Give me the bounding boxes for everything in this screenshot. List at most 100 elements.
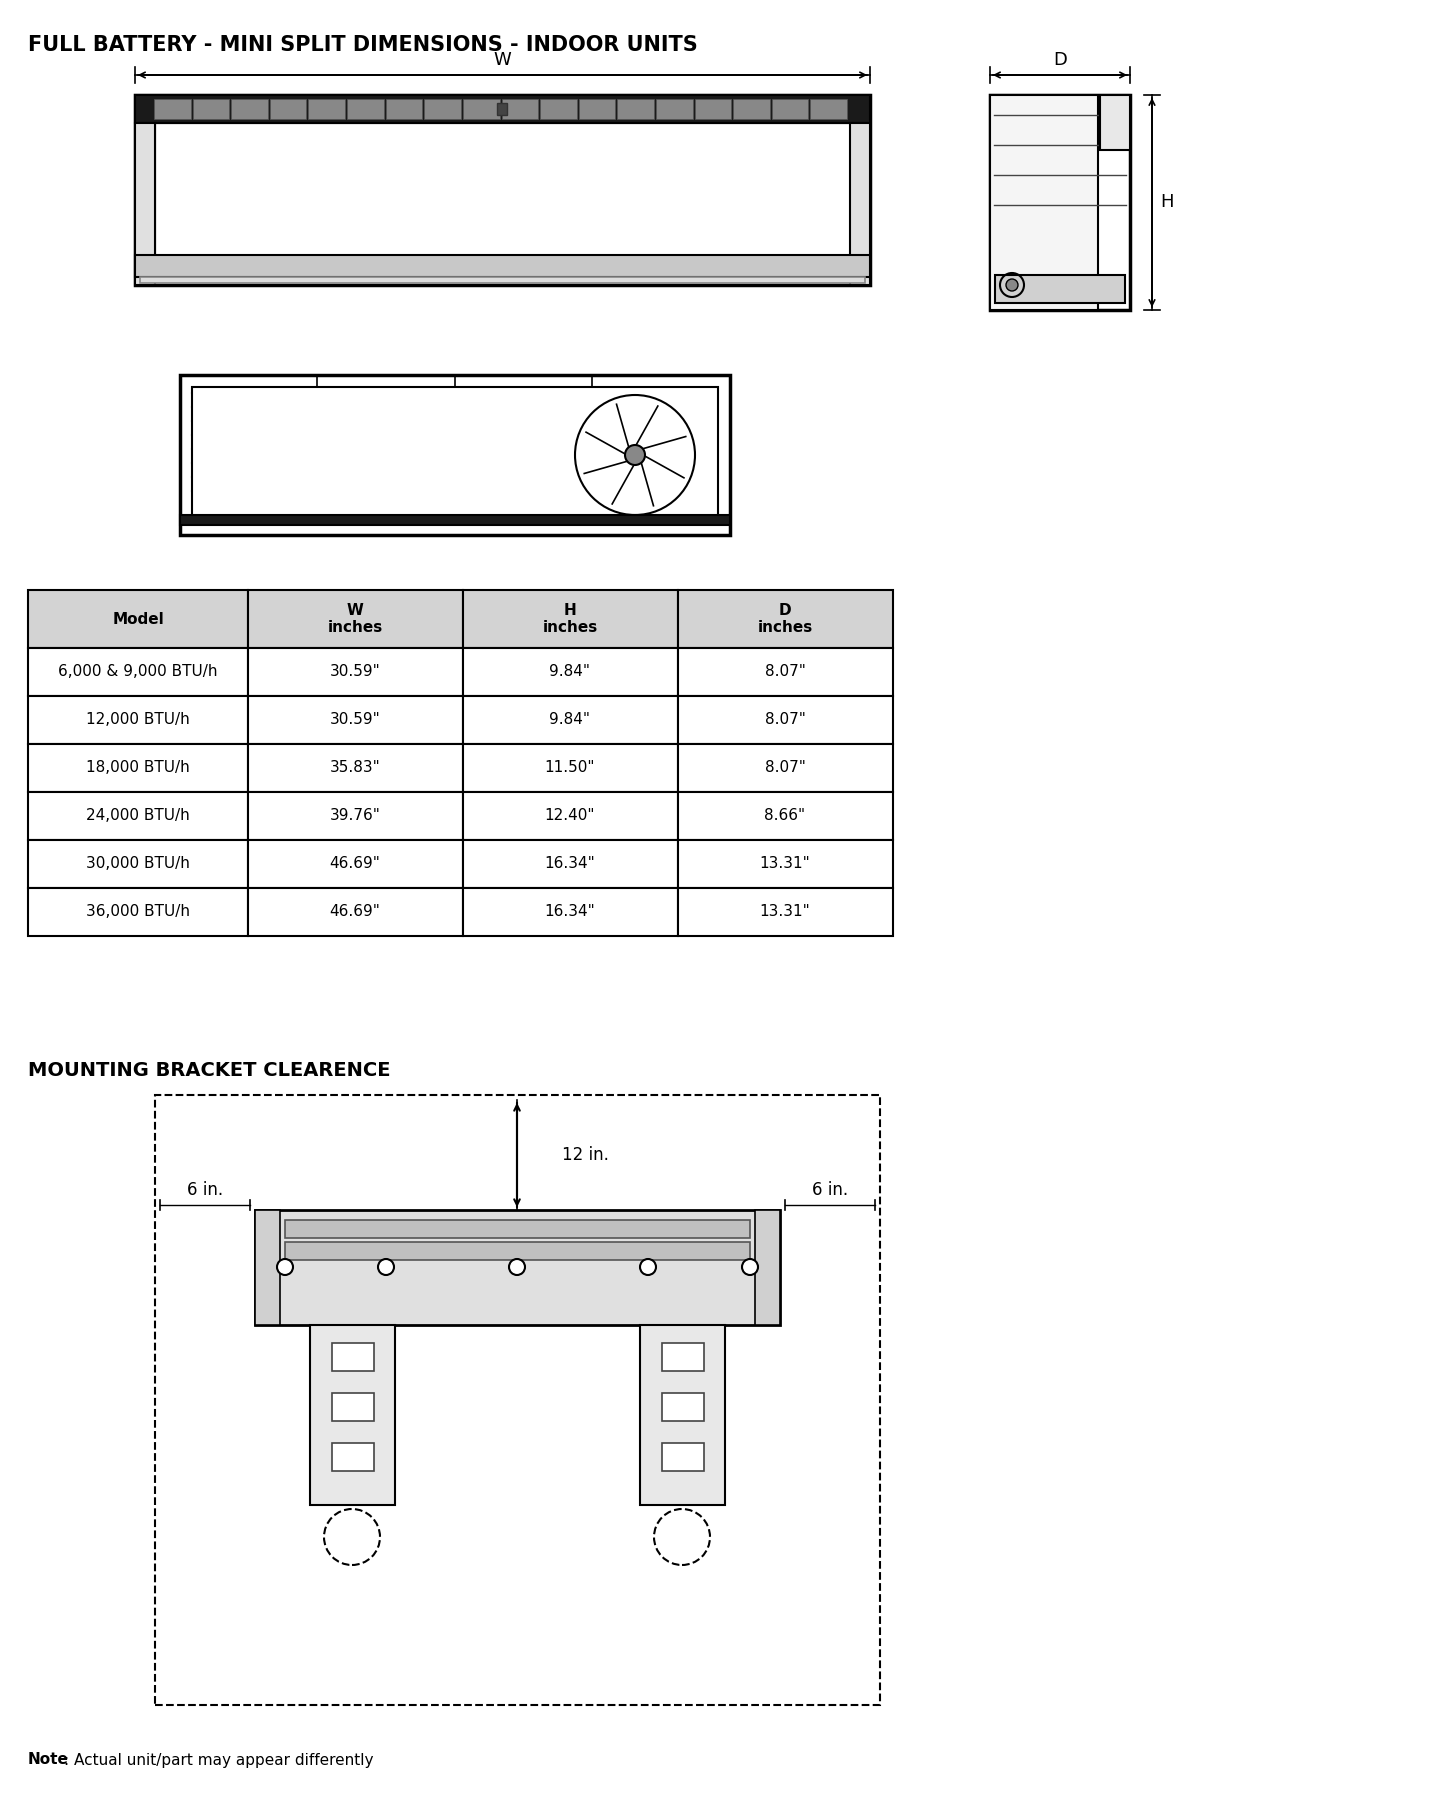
Bar xyxy=(254,1209,280,1325)
Bar xyxy=(497,103,507,114)
Circle shape xyxy=(640,1258,656,1275)
Bar xyxy=(996,276,1126,303)
Text: 16.34": 16.34" xyxy=(545,856,595,872)
Bar xyxy=(425,100,461,120)
Text: Note: Note xyxy=(27,1753,69,1768)
Bar xyxy=(462,888,678,936)
Bar xyxy=(501,100,538,120)
Text: 46.69": 46.69" xyxy=(329,856,380,872)
Bar xyxy=(181,515,730,526)
Bar xyxy=(386,100,422,120)
Text: H
inches: H inches xyxy=(542,602,598,635)
Bar xyxy=(990,94,1130,310)
Text: 8.66": 8.66" xyxy=(764,809,805,823)
Bar xyxy=(462,743,678,792)
Bar xyxy=(249,589,462,647)
Bar xyxy=(640,1325,725,1505)
Bar xyxy=(332,1443,374,1470)
Bar xyxy=(231,100,267,120)
Bar xyxy=(27,647,249,696)
Bar xyxy=(27,888,249,936)
Bar xyxy=(347,100,384,120)
Circle shape xyxy=(379,1258,394,1275)
Bar xyxy=(678,647,893,696)
Bar xyxy=(678,696,893,743)
Text: 6,000 & 9,000 BTU/h: 6,000 & 9,000 BTU/h xyxy=(58,665,218,680)
Text: 30.59": 30.59" xyxy=(329,713,380,727)
Text: 6 in.: 6 in. xyxy=(812,1180,848,1198)
Bar xyxy=(140,277,866,283)
Bar xyxy=(811,100,847,120)
Bar xyxy=(678,589,893,647)
Bar xyxy=(27,696,249,743)
Text: MOUNTING BRACKET CLEARENCE: MOUNTING BRACKET CLEARENCE xyxy=(27,1061,390,1079)
Bar xyxy=(332,1392,374,1421)
Bar xyxy=(733,100,770,120)
Bar xyxy=(192,386,718,522)
Bar xyxy=(254,1209,780,1325)
Bar xyxy=(1100,94,1130,150)
Bar xyxy=(249,696,462,743)
Bar xyxy=(332,1343,374,1371)
Bar xyxy=(155,1095,880,1704)
Text: 8.07": 8.07" xyxy=(764,713,805,727)
Bar xyxy=(462,839,678,888)
Bar xyxy=(308,100,345,120)
Bar xyxy=(134,94,870,285)
Bar xyxy=(285,1220,750,1238)
Bar xyxy=(27,792,249,839)
Text: 39.76": 39.76" xyxy=(329,809,380,823)
Text: 46.69": 46.69" xyxy=(329,905,380,919)
Bar xyxy=(192,100,230,120)
Bar xyxy=(678,792,893,839)
Circle shape xyxy=(626,444,644,464)
Bar xyxy=(462,647,678,696)
Bar xyxy=(249,792,462,839)
Bar xyxy=(27,589,249,647)
Bar xyxy=(578,100,616,120)
Bar xyxy=(555,386,717,522)
Text: 12.40": 12.40" xyxy=(545,809,595,823)
Text: H: H xyxy=(1160,192,1173,210)
Text: 8.07": 8.07" xyxy=(764,665,805,680)
Bar xyxy=(27,839,249,888)
Text: 8.07": 8.07" xyxy=(764,760,805,776)
Text: 11.50": 11.50" xyxy=(545,760,595,776)
Circle shape xyxy=(277,1258,293,1275)
Bar xyxy=(662,1443,704,1470)
Bar xyxy=(27,743,249,792)
Bar xyxy=(662,1392,704,1421)
Text: 30,000 BTU/h: 30,000 BTU/h xyxy=(87,856,189,872)
Text: 30.59": 30.59" xyxy=(329,665,380,680)
Text: 36,000 BTU/h: 36,000 BTU/h xyxy=(87,905,189,919)
Text: 6 in.: 6 in. xyxy=(186,1180,223,1198)
Bar xyxy=(134,123,155,285)
Text: 35.83": 35.83" xyxy=(329,760,380,776)
Text: : Actual unit/part may appear differently: : Actual unit/part may appear differentl… xyxy=(64,1753,373,1768)
Text: W: W xyxy=(493,51,512,69)
Text: 9.84": 9.84" xyxy=(549,665,591,680)
Text: 12,000 BTU/h: 12,000 BTU/h xyxy=(87,713,189,727)
Text: 13.31": 13.31" xyxy=(760,905,811,919)
Bar xyxy=(656,100,692,120)
Text: 9.84": 9.84" xyxy=(549,713,591,727)
Bar xyxy=(462,696,678,743)
Bar xyxy=(772,100,808,120)
Bar xyxy=(155,123,850,256)
Bar xyxy=(285,1242,750,1260)
Text: W
inches: W inches xyxy=(328,602,383,635)
Bar xyxy=(678,888,893,936)
Bar xyxy=(155,100,191,120)
Bar xyxy=(617,100,655,120)
Bar xyxy=(990,94,1098,310)
Bar xyxy=(249,839,462,888)
Text: 24,000 BTU/h: 24,000 BTU/h xyxy=(87,809,189,823)
Bar xyxy=(249,743,462,792)
Bar xyxy=(754,1209,780,1325)
Bar xyxy=(678,743,893,792)
Bar xyxy=(462,589,678,647)
Text: Model: Model xyxy=(113,611,163,627)
Bar xyxy=(462,100,500,120)
Bar xyxy=(311,1325,394,1505)
Bar xyxy=(134,256,870,277)
